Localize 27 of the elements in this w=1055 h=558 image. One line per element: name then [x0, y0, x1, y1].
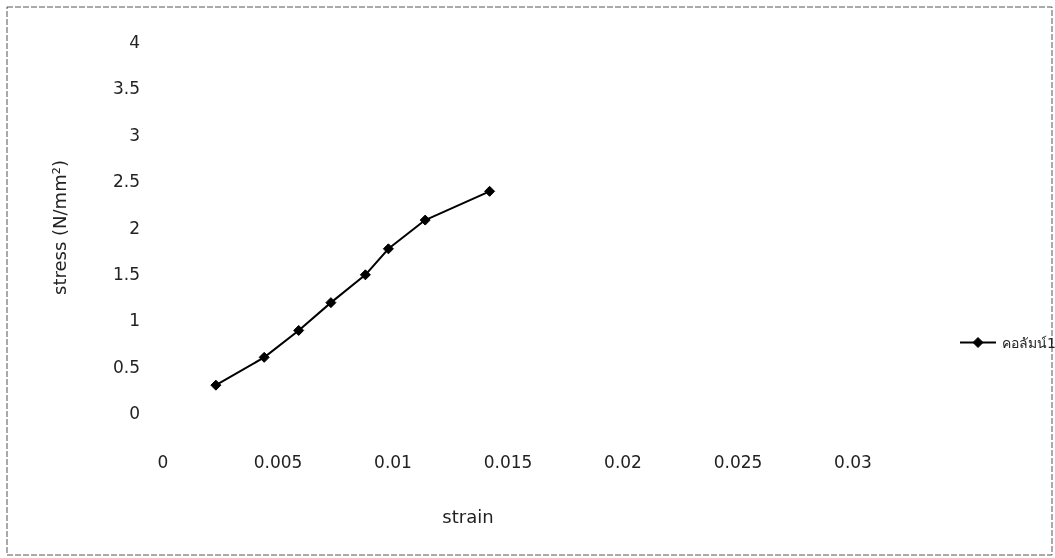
point	[210, 379, 222, 391]
point	[419, 214, 431, 226]
point	[382, 243, 394, 255]
point	[484, 185, 496, 197]
point	[325, 297, 337, 309]
y-tick-label: 0	[129, 403, 140, 423]
y-tick-label: 3	[129, 124, 140, 145]
x-tick-label: 0	[157, 452, 169, 472]
x-tick-label: 0.005	[253, 452, 303, 472]
y-tick-label: 3.5	[112, 78, 140, 99]
x-tick-label: 0.015	[483, 452, 533, 472]
x-tick-label: 0.03	[834, 452, 872, 472]
x-tick-label: 0.01	[374, 452, 412, 472]
y-axis-title: stress (N/mm²)	[49, 160, 70, 295]
point	[359, 269, 371, 281]
y-tick-label: 2.5	[112, 171, 140, 192]
point	[258, 351, 270, 363]
point	[293, 324, 305, 336]
x-tick-label: 0.025	[713, 452, 763, 472]
y-tick-label: 2	[129, 217, 140, 238]
y-tick-label: 4	[129, 32, 140, 52]
y-tick-label: 1.5	[112, 263, 140, 284]
y-tick-label: 0.5	[112, 356, 140, 377]
x-tick-label: 0.02	[604, 452, 642, 472]
y-tick-label: 1	[129, 310, 140, 331]
x-axis-title: strain	[442, 506, 494, 527]
legend-label: คอลัมน์1	[1002, 334, 1055, 351]
